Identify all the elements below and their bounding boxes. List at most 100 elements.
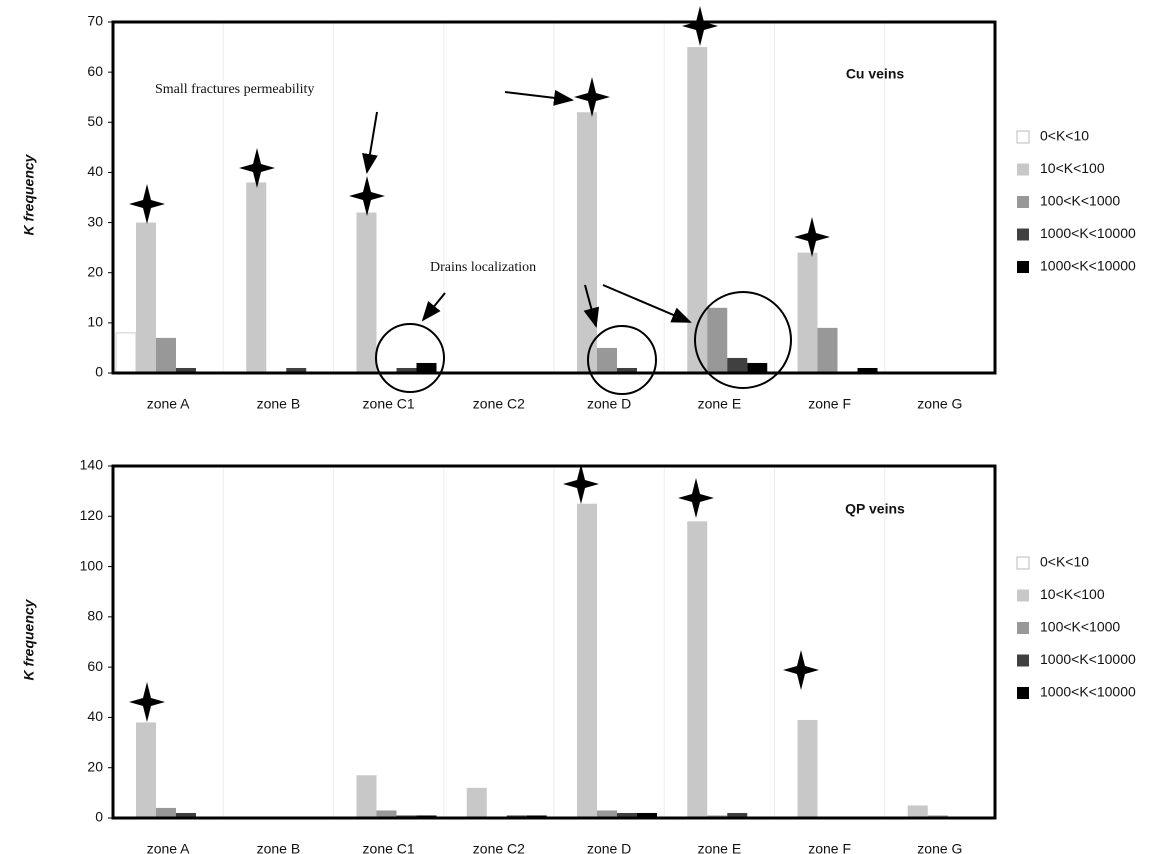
circle [587,325,657,395]
arrow [602,284,692,323]
y-tick-label: 100 [80,557,104,573]
y-tick-label: 0 [95,809,103,825]
legend-swatch [1017,163,1029,176]
y-tick-label: 60 [87,658,103,674]
bar [356,775,377,818]
bar [797,719,818,818]
bar [246,182,267,373]
x-tick-label: zone A [147,396,190,412]
star [678,478,714,518]
legend-swatch [1016,130,1030,144]
arrow [504,89,574,106]
x-tick-label: zone B [257,841,301,854]
bar [907,805,928,818]
chart-title: QP veins [845,501,905,517]
legend-label: 1000<K<10000 [1040,258,1136,274]
x-tick-label: zone F [808,396,851,412]
legend-swatch [1017,228,1029,241]
bar [577,503,597,818]
bar [797,252,818,373]
x-tick-label: zone C1 [363,396,415,412]
bar [176,812,196,818]
plot-frame [111,20,997,375]
y-tick-label: 40 [87,708,103,724]
star [682,6,718,46]
bar [416,362,437,373]
star [574,77,610,117]
x-tick-label: zone D [587,396,631,412]
legend-swatch [1017,622,1029,634]
y-tick-label: 80 [87,608,103,624]
legend-swatch [1017,654,1029,667]
bar [286,367,307,373]
legend-swatch [1017,261,1029,273]
bar [617,367,637,373]
y-axis-label: K frequency [21,598,37,680]
legend-label: 10<K<100 [1040,586,1105,602]
legend-label: 0<K<10 [1040,554,1089,570]
bar [156,807,176,818]
x-tick-label: zone E [698,396,742,412]
x-tick-label: zone A [147,841,190,854]
bar [597,347,617,373]
arrow [362,111,378,174]
chart-title: Cu veins [846,66,905,82]
bar [857,367,878,373]
arrow [421,292,446,322]
annotation: Small fractures permeability [155,82,314,97]
y-tick-label: 50 [87,113,103,129]
star [783,650,819,690]
y-tick-label: 30 [87,213,103,229]
bar [156,337,176,373]
x-tick-label: zone B [257,396,301,412]
legend-swatch [1016,556,1030,570]
bar [376,810,397,818]
bar [707,307,728,373]
legend-swatch [1017,589,1029,602]
circle [694,291,792,389]
star [349,176,385,216]
y-tick-label: 20 [87,758,103,774]
legend-label: 0<K<10 [1040,128,1089,144]
legend-label: 1000<K<10000 [1040,651,1136,667]
legend-label: 1000<K<10000 [1040,225,1136,241]
legend-label: 10<K<100 [1040,160,1105,176]
bar [637,812,657,818]
x-tick-label: zone C1 [363,841,415,854]
y-tick-label: 0 [95,364,103,380]
x-tick-label: zone E [698,841,742,854]
x-tick-label: zone C2 [473,396,525,412]
bar [136,222,156,373]
star [563,464,599,504]
legend-swatch [1017,196,1029,208]
legend-label: 1000<K<10000 [1040,684,1136,700]
circle [375,323,445,393]
legend-label: 100<K<1000 [1040,193,1120,209]
bar [687,47,708,373]
y-tick-label: 70 [87,13,103,29]
bar [176,367,196,373]
y-tick-label: 10 [87,314,103,330]
star [239,148,275,188]
star [129,184,165,224]
bar [577,112,597,373]
y-axis-label: K frequency [21,153,37,235]
legend-label: 100<K<1000 [1040,619,1120,635]
bar [687,521,708,818]
y-tick-label: 60 [87,63,103,79]
bar [727,357,748,373]
bar [356,212,377,373]
decorations [129,6,830,722]
x-tick-label: zone F [808,841,851,854]
x-tick-label: zone D [587,841,631,854]
y-tick-label: 40 [87,163,103,179]
bar [817,327,838,373]
y-tick-label: 120 [80,507,104,523]
bar [617,812,637,818]
arrow [583,284,600,328]
bar [396,367,417,373]
y-tick-label: 140 [80,457,104,473]
annotation: Drains localization [430,260,536,275]
bar [136,722,156,818]
